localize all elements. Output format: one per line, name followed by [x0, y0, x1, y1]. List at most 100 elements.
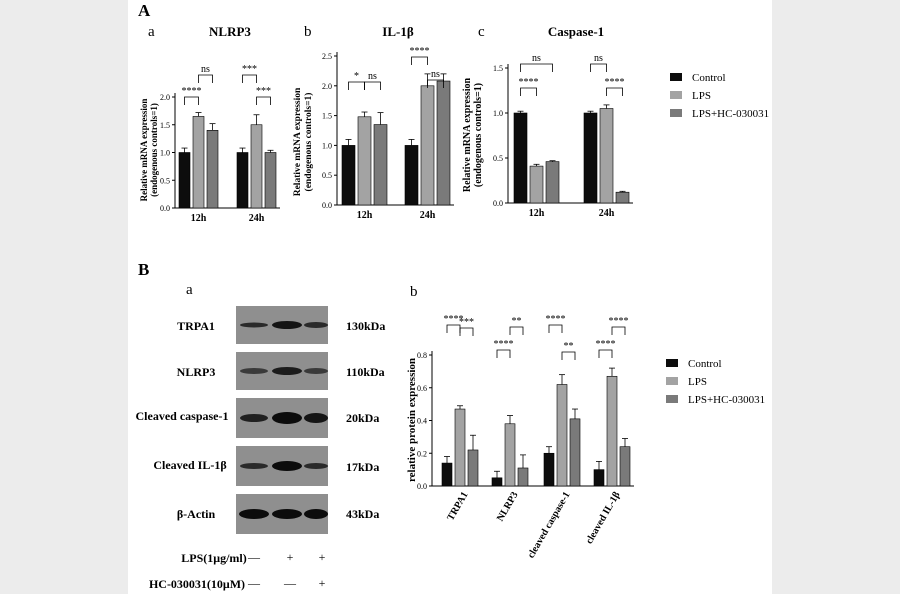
- treatment-hc-mark-3: +: [319, 576, 326, 590]
- legend-a-control: Control: [692, 72, 726, 84]
- bar-control: [491, 477, 503, 487]
- chart-c-letter: c: [478, 24, 485, 40]
- legend-a-swatch-lps-hc: [670, 109, 682, 117]
- bar-lps-hc-030031: [436, 80, 451, 206]
- significance-bracket: [242, 74, 257, 83]
- legend-b-lps: LPS: [688, 376, 707, 388]
- legend-a-lps-hc: LPS+HC-030031: [692, 108, 769, 120]
- x-category-label: 24h: [420, 210, 436, 221]
- significance-bracket: [364, 81, 381, 90]
- blot-band-5-3: [304, 509, 328, 519]
- blot-band-4-3: [304, 463, 328, 469]
- significance-bracket: [496, 349, 511, 358]
- significance-label: ns: [201, 64, 210, 75]
- bar-control: [236, 152, 249, 209]
- bar-lps: [606, 375, 618, 487]
- legend-a-swatch-lps: [670, 91, 682, 99]
- significance-bracket: [520, 63, 553, 72]
- chart-c-ylabel-line1: Relative mRNA expression: [462, 77, 473, 192]
- legend-a: Control LPS LPS+HC-030031: [670, 72, 769, 120]
- treatment-hc-mark-2: —: [283, 576, 297, 590]
- legend-b-swatch-control: [666, 359, 678, 367]
- chart-a-ylabel: Relative mRNA expression (endogenous con…: [139, 99, 159, 202]
- legend-a-lps: LPS: [692, 90, 711, 102]
- significance-label: ***: [242, 64, 257, 75]
- significance-bracket: [184, 96, 199, 105]
- x-category-label: 24h: [599, 208, 615, 219]
- blot-band-2-3: [304, 368, 328, 374]
- significance-bracket: [348, 81, 365, 90]
- x-category-label: TRPA1: [445, 490, 470, 523]
- bar-lps-hc-030031: [517, 467, 529, 487]
- bar-lps-hc-030031: [467, 449, 479, 487]
- significance-label: ****: [182, 86, 202, 97]
- blot-band-3-2: [272, 412, 302, 424]
- legend-b-swatch-lps-hc: [666, 395, 678, 403]
- bar-lps: [529, 165, 544, 204]
- bar-lps-hc-030031: [373, 124, 388, 206]
- y-tick-label: 0.6: [417, 384, 427, 393]
- chart-b-title: IL-1β: [382, 24, 414, 39]
- y-tick-label: 0.0: [322, 201, 332, 210]
- bar-lps-hc-030031: [619, 446, 631, 487]
- treatment-lps-mark-3: +: [319, 550, 326, 564]
- y-tick-label: 1.0: [493, 109, 503, 118]
- significance-label: ****: [609, 316, 629, 327]
- bar-control: [404, 145, 419, 206]
- bar-b-ylabel: relative protein expression: [406, 358, 418, 482]
- significance-label: **: [512, 316, 522, 327]
- legend-b-lps-hc: LPS+HC-030031: [688, 394, 765, 406]
- y-tick-label: 0.4: [417, 417, 427, 426]
- blot-row-size-1: 130kDa: [346, 319, 385, 333]
- y-tick-label: 2.0: [322, 82, 332, 91]
- chart-b-ylabel-line1: Relative mRNA expression: [293, 87, 303, 196]
- bar-control: [441, 462, 453, 487]
- blot-row-name-3: Cleaved caspase-1: [136, 409, 229, 423]
- bar-lps: [192, 116, 205, 209]
- y-tick-label: 1.0: [322, 141, 332, 150]
- blot-row-name-5: β-Actin: [177, 507, 216, 521]
- chart-b-ylabel-line2: (endogenous controls=1): [303, 93, 314, 192]
- significance-bracket: [611, 326, 626, 335]
- bar-lps: [454, 408, 466, 487]
- bar-control: [178, 152, 191, 209]
- y-tick-label: 0.5: [493, 154, 503, 163]
- bar-control: [513, 112, 528, 204]
- blot-band-4-2: [272, 461, 302, 471]
- significance-bracket: [411, 56, 428, 65]
- chart-a-ylabel-line2: (endogenous controls=1): [149, 103, 159, 197]
- chart-3: 0.0 0.5 1.0 1.5 12h 24h **** ns ns ****: [493, 53, 633, 219]
- bar-lps-hc-030031: [206, 130, 219, 209]
- blot-band-4-1: [240, 463, 268, 469]
- blot-band-1-1: [240, 322, 268, 328]
- bar-control: [583, 112, 598, 204]
- blot-band-3-1: [240, 414, 268, 422]
- blot-letter: a: [186, 282, 193, 298]
- significance-label: ****: [605, 77, 625, 88]
- significance-label: ****: [546, 314, 566, 325]
- significance-label: *: [354, 71, 359, 82]
- significance-label: ns: [532, 53, 541, 64]
- bar-control: [543, 452, 555, 487]
- chart-c-ylabel: Relative mRNA expression (endogenous con…: [462, 77, 484, 192]
- y-tick-label: 1.5: [160, 121, 170, 130]
- significance-label: ****: [519, 77, 539, 88]
- blot-row-size-5: 43kDa: [346, 507, 379, 521]
- blot-band-1-3: [304, 322, 328, 328]
- bar-lps-hc-030031: [569, 418, 581, 487]
- blot-row-name-1: TRPA1: [177, 319, 215, 333]
- chart-a-ylabel-line1: Relative mRNA expression: [139, 99, 149, 202]
- x-category-label: cleaved IL-1β: [584, 490, 623, 546]
- blot-row-size-2: 110kDa: [346, 365, 385, 379]
- y-tick-label: 1.5: [322, 112, 332, 121]
- bar-lps: [599, 108, 614, 204]
- chart-a-title: NLRP3: [209, 24, 251, 39]
- significance-bracket: [427, 79, 444, 88]
- chart-c-ylabel-line2: (endogenous controls=1): [473, 83, 484, 187]
- chart-2: 0.0 0.5 1.0 1.5 2.0 2.5 12h 24h * ns **** ns: [322, 46, 454, 221]
- y-tick-label: 0.0: [417, 482, 427, 491]
- panel-b-label: B: [138, 260, 149, 279]
- significance-label: ns: [368, 71, 377, 82]
